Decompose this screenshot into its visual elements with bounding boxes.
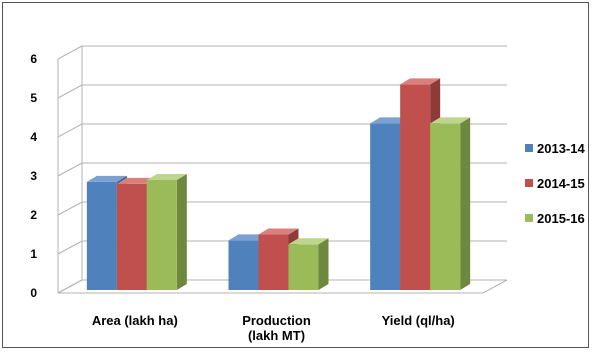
bar-top (430, 117, 471, 124)
gridline-side (57, 45, 83, 60)
y-tick-label: 1 (30, 247, 37, 261)
y-tick-label: 2 (30, 208, 37, 222)
x-category-label: (lakh MT) (248, 328, 305, 343)
x-category-label: Production (242, 313, 311, 328)
legend-swatch (525, 179, 533, 187)
bar (116, 183, 147, 290)
y-tick-label: 0 (30, 286, 37, 300)
gridline-side (57, 201, 83, 216)
bar (258, 234, 289, 290)
legend-label: 2015-16 (537, 211, 585, 226)
bar (288, 244, 319, 290)
legend-swatch (525, 214, 533, 222)
bar (370, 123, 401, 291)
legend-swatch (525, 144, 533, 152)
y-tick-label: 4 (30, 130, 37, 144)
bar (86, 181, 117, 290)
y-tick-label: 3 (30, 169, 37, 183)
legend-label: 2014-15 (537, 176, 585, 191)
gridline-side (57, 240, 83, 255)
gridline-side (57, 123, 83, 138)
bar-side (318, 238, 329, 290)
bar-side (460, 117, 471, 291)
gridline-side (57, 162, 83, 177)
bar-side (176, 173, 187, 290)
bar (430, 123, 461, 291)
chart-frame: 0 1 2 3 4 5 6 Area (lakh ha) Production (lakh MT)… (2, 2, 589, 348)
y-tick-label: 6 (30, 52, 37, 66)
y-tick-label: 5 (30, 91, 37, 105)
x-category-label: Yield (ql/ha) (382, 313, 455, 328)
bar-top (146, 173, 187, 180)
bar (146, 179, 177, 290)
bar-top (86, 175, 127, 182)
bar-top (288, 238, 329, 245)
bar-top (258, 228, 299, 235)
bar (400, 84, 431, 291)
legend-label: 2013-14 (537, 141, 585, 156)
x-category-label: Area (lakh ha) (92, 313, 178, 328)
bar-chart: 0 1 2 3 4 5 6 Area (lakh ha) Production(lakh MT)… (30, 45, 585, 343)
gridline-side (57, 84, 83, 99)
bar (228, 240, 259, 290)
bar-top (400, 78, 441, 85)
floor (57, 279, 508, 294)
